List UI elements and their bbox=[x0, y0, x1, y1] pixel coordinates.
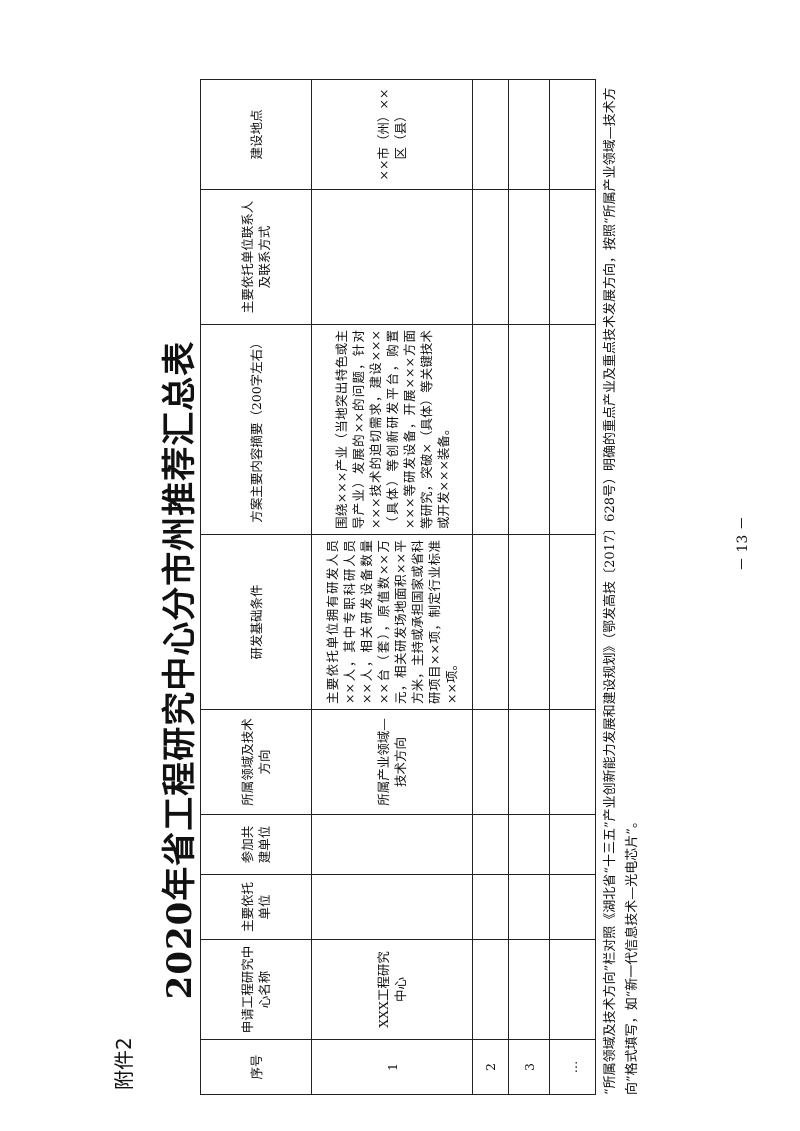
table-cell bbox=[472, 534, 509, 710]
table-cell bbox=[472, 939, 509, 1040]
table-cell bbox=[472, 874, 509, 940]
table-cell bbox=[472, 79, 509, 190]
header-cell: 所属领域及技术方向 bbox=[200, 709, 312, 815]
table-cell bbox=[549, 874, 596, 940]
table-row: 2 bbox=[472, 79, 509, 1095]
table-cell bbox=[508, 874, 550, 940]
table-cell bbox=[311, 874, 473, 940]
table-cell bbox=[472, 189, 509, 325]
table-cell bbox=[549, 79, 596, 190]
footnote: “所属领域及技术方向”栏对照《湖北省“十三五”产业创新能力发展和建设规划》（鄂发… bbox=[603, 87, 640, 1095]
table-cell: XXX工程研究中心 bbox=[311, 939, 473, 1040]
table-cell bbox=[508, 709, 550, 815]
table-row: 1 XXX工程研究中心 所属产业领域—技术方向 主要依托单位拥有研发人员××人，其中专… bbox=[311, 79, 473, 1095]
table-cell: ××市（州）××区（县） bbox=[311, 79, 473, 190]
header-cell: 方案主要内容摘要（200字左右） bbox=[200, 324, 312, 535]
table-row: 3 bbox=[508, 79, 550, 1095]
table-cell bbox=[508, 324, 550, 535]
table-cell bbox=[311, 814, 473, 875]
table-cell bbox=[311, 189, 473, 325]
table-cell: 1 bbox=[311, 1039, 473, 1095]
summary-table: 序号 申请工程研究中心名称 主要依托单位 参加共建单位 所属领域及技术方向 研发基础条件方… bbox=[200, 79, 596, 1095]
table-cell bbox=[472, 814, 509, 875]
header-cell: 主要依托单位 bbox=[200, 874, 312, 940]
header-cell: 主要依托单位联系人及联系方式 bbox=[200, 189, 312, 325]
table-cell bbox=[508, 79, 550, 190]
table-cell bbox=[549, 324, 596, 535]
table-cell bbox=[508, 189, 550, 325]
header-row: 序号 申请工程研究中心名称 主要依托单位 参加共建单位 所属领域及技术方向 研发基础条件方… bbox=[200, 79, 312, 1095]
header-cell: 研发基础条件 bbox=[200, 534, 312, 710]
page-number: － 13 － bbox=[735, 516, 751, 571]
table-cell bbox=[508, 814, 550, 875]
table-cell bbox=[549, 814, 596, 875]
table-row: … bbox=[549, 79, 596, 1095]
table-cell bbox=[508, 534, 550, 710]
table-cell: 3 bbox=[508, 1039, 550, 1095]
header-cell: 序号 bbox=[200, 1039, 312, 1095]
table-cell bbox=[472, 324, 509, 535]
table-cell bbox=[549, 939, 596, 1040]
header-cell: 参加共建单位 bbox=[200, 814, 312, 875]
table-cell bbox=[549, 534, 596, 710]
table-cell: 主要依托单位拥有研发人员××人，其中专职科研人员××人，相关研发设备数量××台（… bbox=[311, 534, 473, 710]
table-cell bbox=[472, 709, 509, 815]
page-title: 2020年省工程研究中心分市州推荐汇总表 bbox=[160, 340, 200, 1000]
table-cell bbox=[508, 939, 550, 1040]
table-cell: … bbox=[549, 1039, 596, 1095]
table-cell: 围绕×××产业（当地突出特色或主导产业）发展的××的问题，针对×××技术的迫切需… bbox=[311, 324, 473, 535]
table-cell bbox=[549, 709, 596, 815]
header-cell: 申请工程研究中心名称 bbox=[200, 939, 312, 1040]
table-cell: 2 bbox=[472, 1039, 509, 1095]
table-cell bbox=[549, 189, 596, 325]
table-cell: 所属产业领域—技术方向 bbox=[311, 709, 473, 815]
header-cell: 建设地点 bbox=[200, 79, 312, 190]
attachment-label: 附件2 bbox=[112, 1037, 136, 1090]
